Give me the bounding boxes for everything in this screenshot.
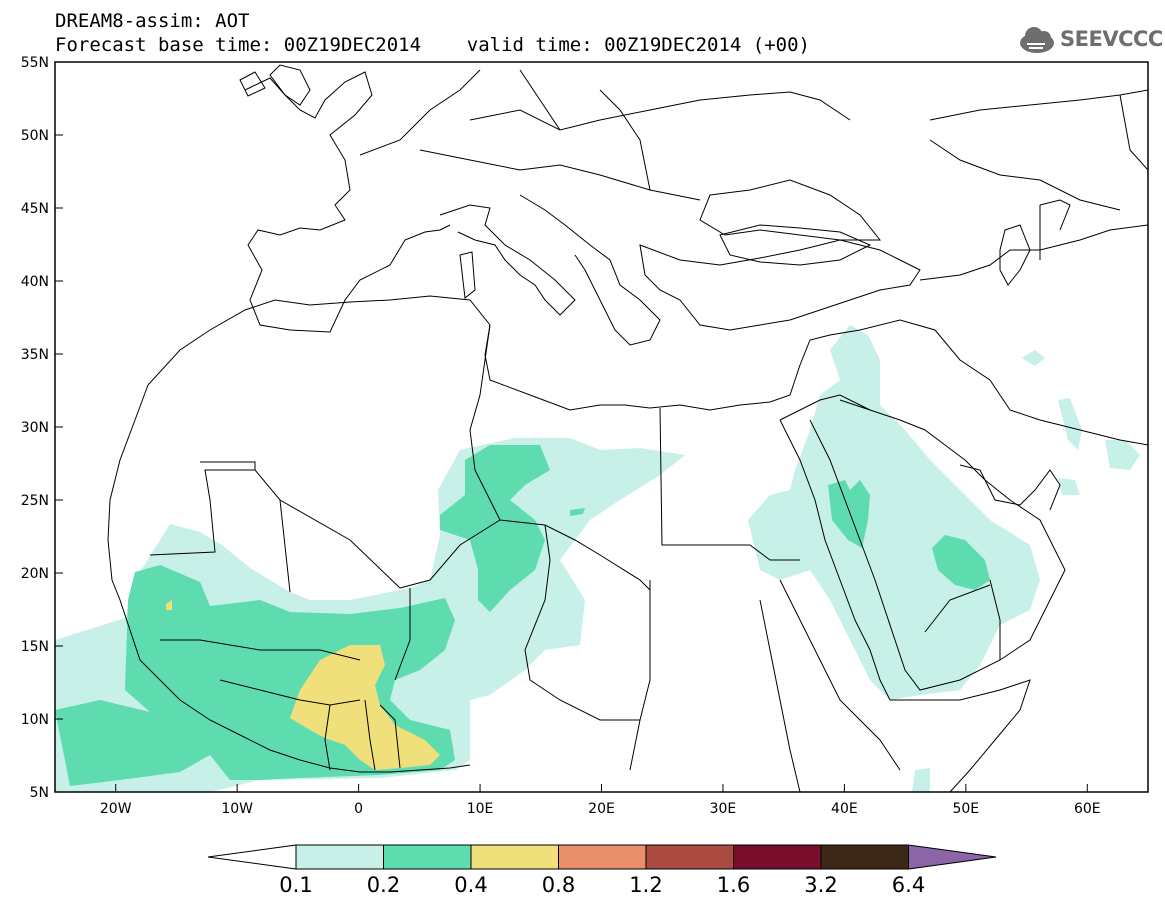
colorbar-label: 0.2: [367, 873, 400, 897]
latitude-tick-label: 50N: [21, 128, 49, 144]
longitude-tick-label: 40E: [831, 801, 858, 817]
colorbar-label: 1.6: [717, 873, 750, 897]
coastlines-and-borders: [107, 64, 1148, 792]
longitude-tick-label: 20W: [100, 801, 132, 817]
latitude-tick-label: 5N: [30, 785, 49, 801]
colorbar-label: 3.2: [804, 873, 837, 897]
latitude-axis: 55N 50N 45N 40N 35N 30N 25N 20N 15N 10N 5N: [21, 55, 63, 801]
latitude-tick-label: 40N: [21, 274, 49, 290]
latitude-tick-label: 30N: [21, 420, 49, 436]
colorbar-swatch-0.2: [383, 844, 472, 870]
cloud-logo-icon: [1020, 27, 1054, 53]
colorbar-swatch-0.1: [295, 844, 384, 870]
colorbar-label: 6.4: [892, 873, 925, 897]
colorbar-swatch-0.4: [470, 844, 559, 870]
colorbar-min-arrow: [207, 844, 297, 870]
colorbar-label: 0.1: [279, 873, 312, 897]
latitude-tick-label: 25N: [21, 493, 49, 509]
colorbar-swatch-1.6: [733, 844, 822, 870]
longitude-tick-label: 50E: [952, 801, 979, 817]
latitude-tick-label: 20N: [21, 566, 49, 582]
longitude-axis: 20W 10W 0 10E 20E 30E 40E 50E 60E: [100, 784, 1101, 817]
colorbar-label: 1.2: [629, 873, 662, 897]
latitude-tick-label: 10N: [21, 712, 49, 728]
longitude-tick-label: 10E: [467, 801, 494, 817]
logo-text: SEEVCCC: [1060, 27, 1163, 51]
longitude-tick-label: 10W: [221, 801, 253, 817]
colorbar: 0.1 0.2 0.4 0.8 1.2 1.6 3.2 6.4: [207, 844, 997, 897]
latitude-tick-label: 15N: [21, 639, 49, 655]
colorbar-max-arrow: [908, 844, 997, 870]
map-title: DREAM8-assim: AOT: [55, 10, 250, 32]
colorbar-label: 0.8: [542, 873, 575, 897]
colorbar-label: 0.4: [454, 873, 487, 897]
latitude-tick-label: 55N: [21, 55, 49, 71]
latitude-tick-label: 35N: [21, 347, 49, 363]
colorbar-swatch-3.2: [820, 844, 909, 870]
longitude-tick-label: 60E: [1074, 801, 1101, 817]
aot-level-0.4: [166, 600, 440, 770]
forecast-time-subtitle: Forecast base time: 00Z19DEC2014 valid t…: [55, 34, 810, 56]
colorbar-swatch-1.2: [645, 844, 734, 870]
colorbar-swatch-0.8: [558, 844, 647, 870]
longitude-tick-label: 20E: [588, 801, 615, 817]
aot-field: [55, 325, 1140, 792]
longitude-tick-label: 0: [354, 801, 363, 817]
latitude-tick-label: 45N: [21, 201, 49, 217]
longitude-tick-label: 30E: [710, 801, 737, 817]
